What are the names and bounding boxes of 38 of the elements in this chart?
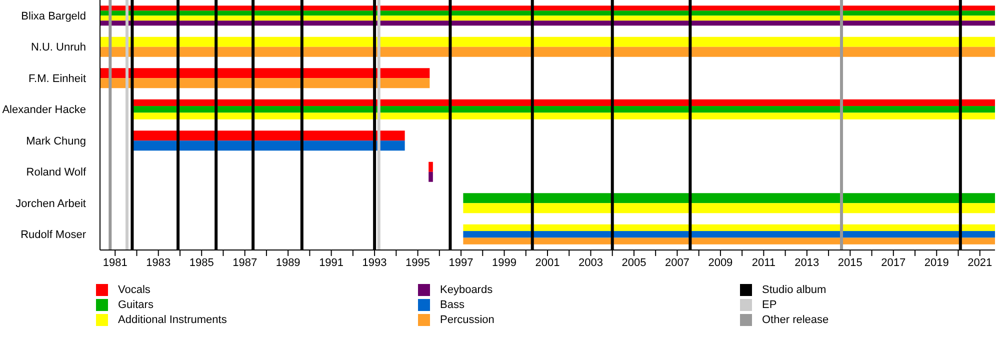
x-tick-label: 2021 [968, 256, 992, 269]
legend-label: Keyboards [440, 284, 493, 296]
y-tick-label: F.M. Einheit [28, 72, 86, 85]
x-tick-label: 2007 [664, 256, 690, 269]
y-tick-label: Roland Wolf [26, 166, 87, 179]
x-tick-label: 2013 [794, 256, 820, 269]
y-tick-label: Mark Chung [26, 135, 86, 148]
x-tick-label: 1981 [102, 256, 128, 269]
legend-label: Guitars [118, 299, 154, 311]
x-tick-label: 2019 [924, 256, 949, 269]
y-tick-label: Blixa Bargeld [21, 10, 86, 22]
x-tick-label: 1997 [448, 256, 474, 269]
x-tick-label: 1987 [232, 256, 258, 269]
x-tick-label: 2003 [578, 256, 603, 269]
legend-label: Percussion [440, 314, 494, 326]
x-tick-label: 1999 [492, 256, 517, 269]
x-tick-label: 2009 [708, 256, 733, 269]
legend-label: EP [762, 299, 777, 311]
y-tick-label: Rudolf Moser [20, 229, 86, 242]
x-tick-label: 2015 [838, 256, 862, 269]
legend-label: Other release [762, 314, 829, 326]
legend-label: Vocals [118, 284, 150, 296]
y-tick-label: Jorchen Arbeit [16, 198, 86, 210]
legend-label: Bass [440, 299, 464, 311]
y-tick-label: N.U. Unruh [30, 42, 86, 54]
x-tick-label: 2005 [622, 256, 646, 269]
x-tick-label: 2017 [881, 256, 906, 269]
legend-label: Studio album [762, 284, 826, 296]
y-tick-label: Alexander Hacke [2, 104, 86, 116]
x-tick-label: 2001 [535, 256, 560, 269]
x-tick-label: 1983 [146, 256, 171, 269]
x-tick-label: 1991 [319, 256, 344, 269]
legend-label: Additional Instruments [118, 314, 227, 326]
x-tick-label: 1985 [189, 256, 214, 269]
x-tick-label: 1993 [362, 256, 387, 269]
x-tick-label: 1995 [406, 256, 430, 269]
x-tick-label: 2011 [752, 256, 776, 269]
x-tick-label: 1989 [276, 256, 300, 269]
